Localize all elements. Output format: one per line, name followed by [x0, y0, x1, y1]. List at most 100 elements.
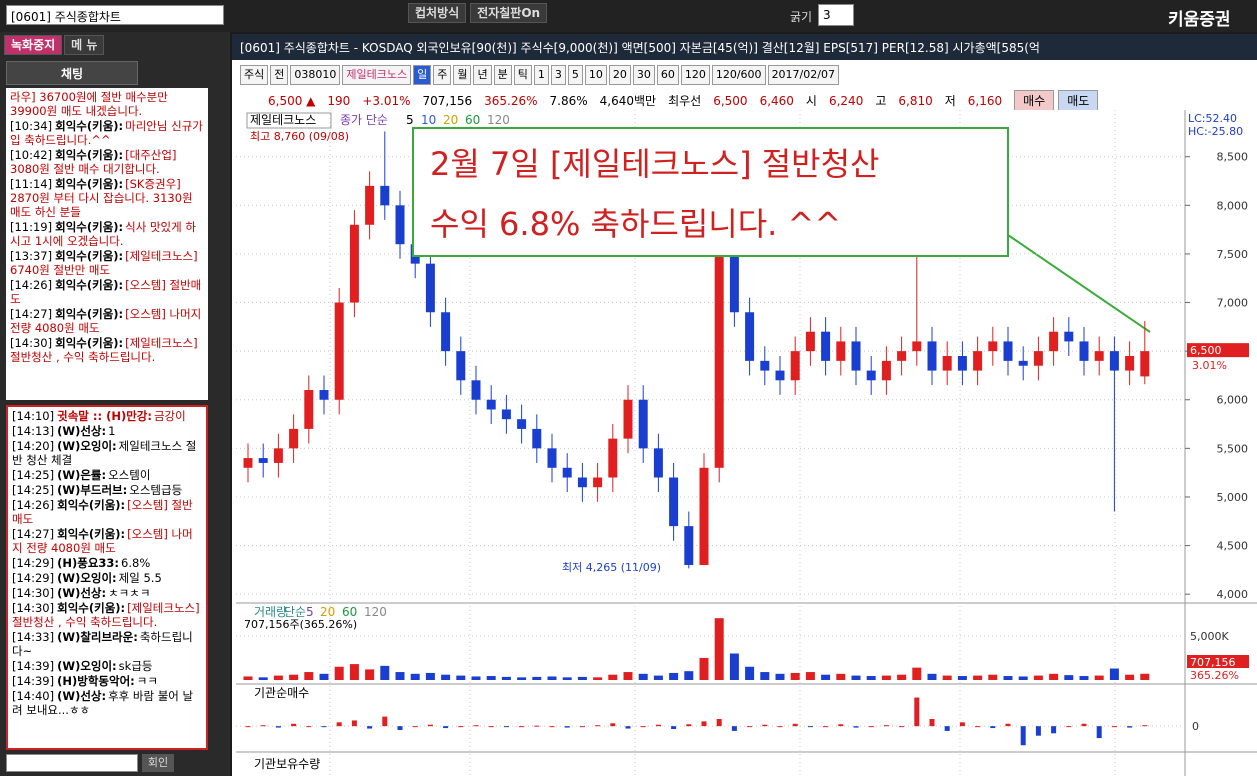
candle-body — [836, 341, 846, 361]
quote-value: 6,160 — [967, 94, 1003, 108]
volume-legend: 20 — [320, 605, 335, 619]
chat-text: ㅊㅋㅊㅋ — [108, 586, 151, 600]
toolbar-item[interactable]: 전 — [270, 65, 289, 85]
chat-name: 회익수(키움): — [57, 498, 126, 512]
volume-bar — [532, 676, 542, 680]
chat-time: [14:30] — [12, 601, 55, 615]
legend-item: 종가 단순 — [340, 113, 388, 127]
high-label: 최고 8,760 (09/08) — [250, 130, 349, 143]
toolbar-item[interactable]: 제일테크노스 — [342, 65, 412, 85]
volume-bar — [1125, 674, 1135, 680]
chat-time: [10:34] — [10, 119, 53, 133]
chat-text: [제일테크노스] 절반청산 , 수익 축하드립니다. — [12, 601, 200, 629]
chat-time: [10:42] — [10, 148, 53, 162]
candle-body — [562, 467, 572, 478]
institution-bar — [306, 726, 312, 728]
chat-time: [11:14] — [10, 177, 53, 191]
quote-value: 7.86% — [549, 94, 588, 108]
window-select[interactable]: [0601] 주식종합차트 — [6, 5, 224, 25]
candle-body — [638, 399, 648, 449]
quote-value: 고 — [875, 94, 887, 108]
toolbar-item[interactable]: 분 — [493, 65, 512, 85]
chat-tab[interactable]: 채팅 — [6, 61, 138, 85]
left-button[interactable]: 메 뉴 — [64, 35, 105, 55]
toolbar-item[interactable]: 120/600 — [711, 65, 766, 85]
toolbar-item[interactable]: 120 — [680, 65, 710, 85]
toolbar-item[interactable]: 5 — [567, 65, 583, 85]
toolbar-item[interactable]: 일 — [413, 65, 432, 85]
trade-button[interactable]: 매도 — [1058, 90, 1099, 111]
volume-bar — [957, 676, 967, 680]
toolbar-item[interactable]: 틱 — [513, 65, 532, 85]
toolbar-item[interactable]: 30 — [632, 65, 655, 85]
last-price-box — [1187, 343, 1249, 358]
volume-bar — [881, 675, 891, 680]
volume-bar — [821, 674, 831, 680]
toolbar-item[interactable]: 년 — [473, 65, 492, 85]
annotation-pointer — [1007, 234, 1151, 333]
toolbar-item[interactable]: 주식 — [240, 65, 269, 85]
chat-name: 회익수(키움): — [55, 249, 124, 263]
institution-bar — [838, 724, 844, 727]
chat-name: 회익수(키움): — [57, 601, 126, 615]
y-tick-label: 4,000 — [1217, 588, 1249, 601]
chat-time: [14:26] — [12, 498, 55, 512]
candle-body — [745, 312, 755, 361]
toolbar-item[interactable]: 20 — [608, 65, 631, 85]
institution-bar — [762, 724, 768, 727]
top-button[interactable]: 컵처방식 — [408, 3, 467, 23]
institution-bar — [351, 720, 357, 727]
volume-bar — [334, 666, 344, 680]
volume-bar — [775, 673, 785, 680]
toolbar-item[interactable]: 2017/02/07 — [767, 65, 839, 85]
chat-time: [14:29] — [12, 571, 55, 585]
institution-label: 기관순매수 — [254, 686, 309, 700]
candle-body — [349, 224, 359, 303]
thickness-input[interactable]: 3 — [818, 4, 854, 26]
toolbar-item[interactable]: 월 — [453, 65, 472, 85]
chat-time: [14:27] — [10, 307, 53, 321]
institution-bar — [397, 726, 403, 730]
volume-bar — [1079, 676, 1089, 680]
volume-bar — [714, 618, 724, 680]
toolbar-item[interactable]: 10 — [584, 65, 607, 85]
candle-body — [532, 428, 542, 449]
toolbar-item[interactable]: 3 — [550, 65, 566, 85]
volume-bar — [836, 673, 846, 680]
toolbar-item[interactable]: 1 — [533, 65, 549, 85]
toolbar-item[interactable]: 60 — [656, 65, 679, 85]
candle-body — [501, 409, 511, 420]
volume-bar — [1109, 668, 1119, 680]
chat-time: [14:26] — [10, 278, 53, 292]
legend-item: 20 — [443, 113, 458, 127]
chat-text: [오스템] 절반매도 — [12, 498, 193, 526]
institution-bar — [807, 726, 813, 728]
chat-message: [14:29] (H)풍요33: 6.8% — [12, 556, 202, 570]
chat-message: [14:25] (W)부드러브: 오스템급등 — [12, 483, 202, 497]
last-change: 3.01% — [1192, 359, 1227, 372]
volume-bar — [380, 665, 390, 680]
institution-bar — [868, 726, 874, 728]
volume-bar — [1018, 676, 1028, 680]
chat-text: [오스템] 나머지 전량 4080원 매도 — [12, 527, 193, 555]
chat-text: [제일테크노스] 6740원 절반만 매도 — [10, 249, 198, 277]
candle-body — [623, 399, 633, 439]
candle-body — [805, 331, 815, 352]
chat-input[interactable] — [6, 754, 138, 772]
volume-bar — [547, 676, 557, 680]
toolbar-item[interactable]: 주 — [433, 65, 452, 85]
institution-bar — [595, 725, 601, 727]
chat-name: 회익수(키움): — [57, 527, 126, 541]
candle-body — [1003, 341, 1013, 361]
institution-bar — [610, 723, 616, 727]
left-button[interactable]: 녹화중지 — [4, 35, 63, 55]
volume-bar — [273, 675, 283, 680]
volume-bar — [760, 672, 770, 680]
input-button[interactable]: 회인 — [142, 754, 174, 772]
chat-text: 제일테크노스 절반 청산 체결 — [12, 439, 197, 467]
volume-bar — [486, 676, 496, 680]
top-button[interactable]: 전자칠판On — [470, 3, 548, 23]
toolbar-item[interactable]: 038010 — [290, 65, 341, 85]
volume-bar — [729, 653, 739, 680]
institution-bar — [367, 726, 373, 729]
